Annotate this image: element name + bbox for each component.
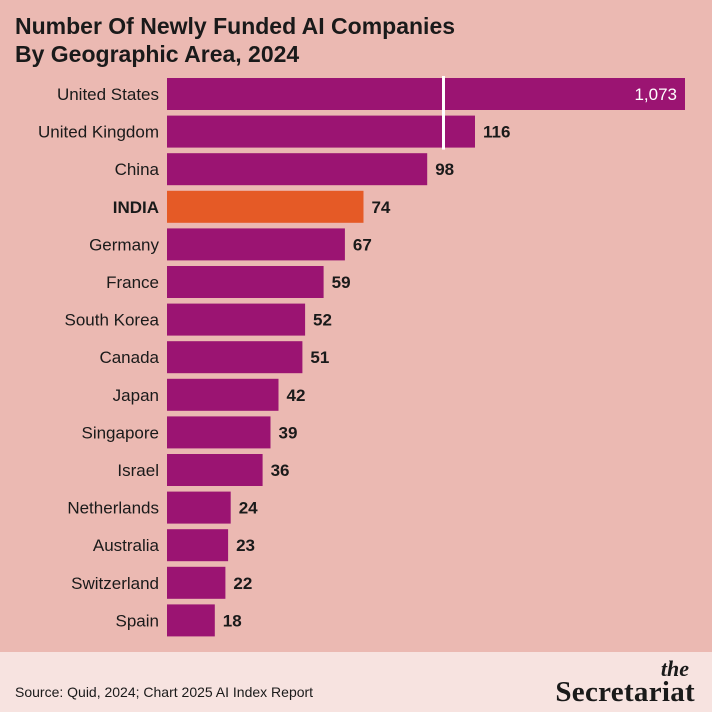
footer: Source: Quid, 2024; Chart 2025 AI Index … [0,652,712,712]
category-label-israel: Israel [117,461,159,480]
bar-germany [167,228,345,261]
brand-logo: the Secretariat [555,658,695,707]
bar-india [167,190,364,223]
source-note: Source: Quid, 2024; Chart 2025 AI Index … [15,684,314,700]
chart-title-line-2: By Geographic Area, 2024 [15,41,300,67]
value-label-india: 74 [371,198,390,217]
bar-australia [167,529,229,562]
value-label-australia: 23 [236,536,255,555]
axis-break-marker [442,76,445,150]
category-label-canada: Canada [99,348,159,367]
category-label-united-kingdom: United Kingdom [38,123,159,142]
category-label-france: France [106,273,159,292]
category-label-south-korea: South Korea [64,311,159,330]
bar-france [167,266,324,298]
value-label-united-kingdom: 116 [483,123,510,142]
bar-israel [167,454,263,486]
category-label-netherlands: Netherlands [67,499,159,518]
bar-spain [167,604,215,637]
category-label-switzerland: Switzerland [71,574,159,593]
category-label-japan: Japan [113,386,159,405]
category-label-india: INDIA [113,198,159,217]
value-label-china: 98 [435,160,454,179]
value-label-south-korea: 52 [313,311,332,330]
bar-singapore [167,416,271,449]
category-label-germany: Germany [89,235,159,254]
category-label-china: China [115,160,160,179]
category-label-australia: Australia [93,536,160,555]
bar-south-korea [167,303,306,336]
value-label-singapore: 39 [279,423,298,442]
bar-united-kingdom [167,115,475,148]
chart-title: Number Of Newly Funded AI Companies By G… [15,12,695,68]
bar-chart: United States 1,073 United Kingdom 116 China… [38,76,685,637]
bar-canada [167,341,303,374]
bar-united-states [167,78,685,110]
bar-china [167,153,428,186]
value-label-japan: 42 [287,386,306,405]
value-label-spain: 18 [223,611,242,630]
value-label-germany: 67 [353,235,372,254]
category-label-singapore: Singapore [81,423,159,442]
value-label-france: 59 [332,273,351,292]
value-label-switzerland: 22 [233,574,252,593]
value-label-israel: 36 [271,461,290,480]
chart-title-line-1: Number Of Newly Funded AI Companies [15,13,456,39]
bar-switzerland [167,566,226,599]
bar-netherlands [167,491,231,524]
value-label-netherlands: 24 [239,499,258,518]
category-label-united-states: United States [57,85,159,104]
value-label-united-states: 1,073 [634,85,677,104]
brand-logo-the: the [660,656,689,681]
value-label-canada: 51 [310,348,329,367]
category-label-spain: Spain [116,611,159,630]
bar-japan [167,378,279,411]
brand-logo-word: Secretariat [555,676,695,708]
